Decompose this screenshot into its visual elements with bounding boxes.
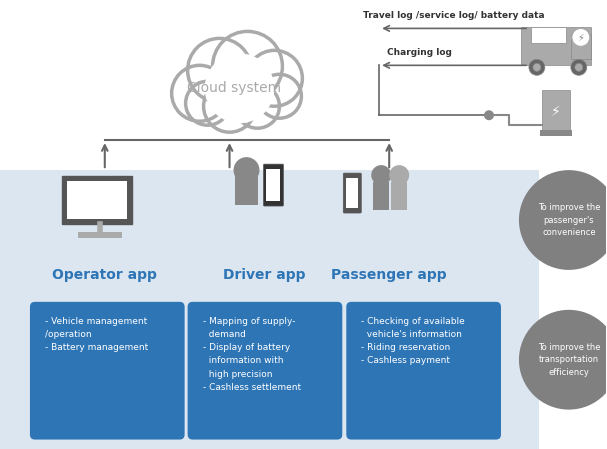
Bar bbox=[373, 182, 389, 210]
Circle shape bbox=[519, 310, 607, 409]
Circle shape bbox=[389, 165, 409, 185]
Circle shape bbox=[186, 81, 229, 125]
Bar bbox=[266, 169, 280, 201]
Text: - Mapping of supply-
  demand
- Display of battery
  information with
  high pre: - Mapping of supply- demand - Display of… bbox=[203, 317, 300, 392]
Bar bbox=[540, 130, 572, 136]
FancyBboxPatch shape bbox=[30, 302, 185, 440]
Bar bbox=[78, 232, 122, 238]
FancyBboxPatch shape bbox=[263, 164, 283, 206]
Text: Passenger app: Passenger app bbox=[331, 268, 447, 282]
Circle shape bbox=[234, 157, 259, 183]
Text: - Vehicle management
/operation
- Battery management: - Vehicle management /operation - Batter… bbox=[45, 317, 148, 352]
Bar bbox=[0, 170, 539, 449]
Text: Driver app: Driver app bbox=[223, 268, 306, 282]
Circle shape bbox=[484, 110, 494, 120]
Bar bbox=[531, 27, 566, 44]
Circle shape bbox=[246, 50, 302, 106]
FancyBboxPatch shape bbox=[346, 302, 501, 440]
Text: ⚡: ⚡ bbox=[551, 105, 561, 119]
FancyBboxPatch shape bbox=[344, 173, 361, 213]
FancyBboxPatch shape bbox=[188, 302, 342, 440]
Circle shape bbox=[371, 165, 391, 185]
Text: Charging log: Charging log bbox=[387, 48, 452, 57]
Text: Cloud system: Cloud system bbox=[188, 81, 282, 95]
Bar bbox=[571, 35, 591, 59]
Circle shape bbox=[212, 31, 282, 101]
Bar bbox=[542, 90, 570, 132]
Text: Operator app: Operator app bbox=[52, 268, 157, 282]
Bar bbox=[67, 181, 127, 219]
Circle shape bbox=[529, 59, 545, 75]
Bar bbox=[234, 175, 259, 205]
Circle shape bbox=[203, 80, 256, 132]
Circle shape bbox=[257, 74, 302, 118]
Bar bbox=[62, 176, 132, 224]
Circle shape bbox=[188, 38, 251, 102]
Text: To improve the
transportation
efficiency: To improve the transportation efficiency bbox=[538, 343, 600, 377]
Text: To improve the
passenger's
convenience: To improve the passenger's convenience bbox=[538, 203, 600, 237]
Bar bbox=[521, 27, 591, 65]
Circle shape bbox=[519, 170, 607, 270]
Bar bbox=[346, 178, 358, 208]
Circle shape bbox=[172, 65, 228, 121]
Circle shape bbox=[533, 63, 541, 71]
Text: - Checking of available
  vehicle's information
- Riding reservation
- Cashless : - Checking of available vehicle's inform… bbox=[361, 317, 465, 365]
Circle shape bbox=[575, 63, 583, 71]
Bar bbox=[391, 182, 407, 210]
Circle shape bbox=[571, 59, 587, 75]
Circle shape bbox=[236, 84, 279, 128]
Circle shape bbox=[572, 28, 590, 46]
Circle shape bbox=[205, 53, 274, 123]
Text: ⚡: ⚡ bbox=[577, 32, 585, 42]
Text: Travel log /service log/ battery data: Travel log /service log/ battery data bbox=[363, 11, 545, 20]
